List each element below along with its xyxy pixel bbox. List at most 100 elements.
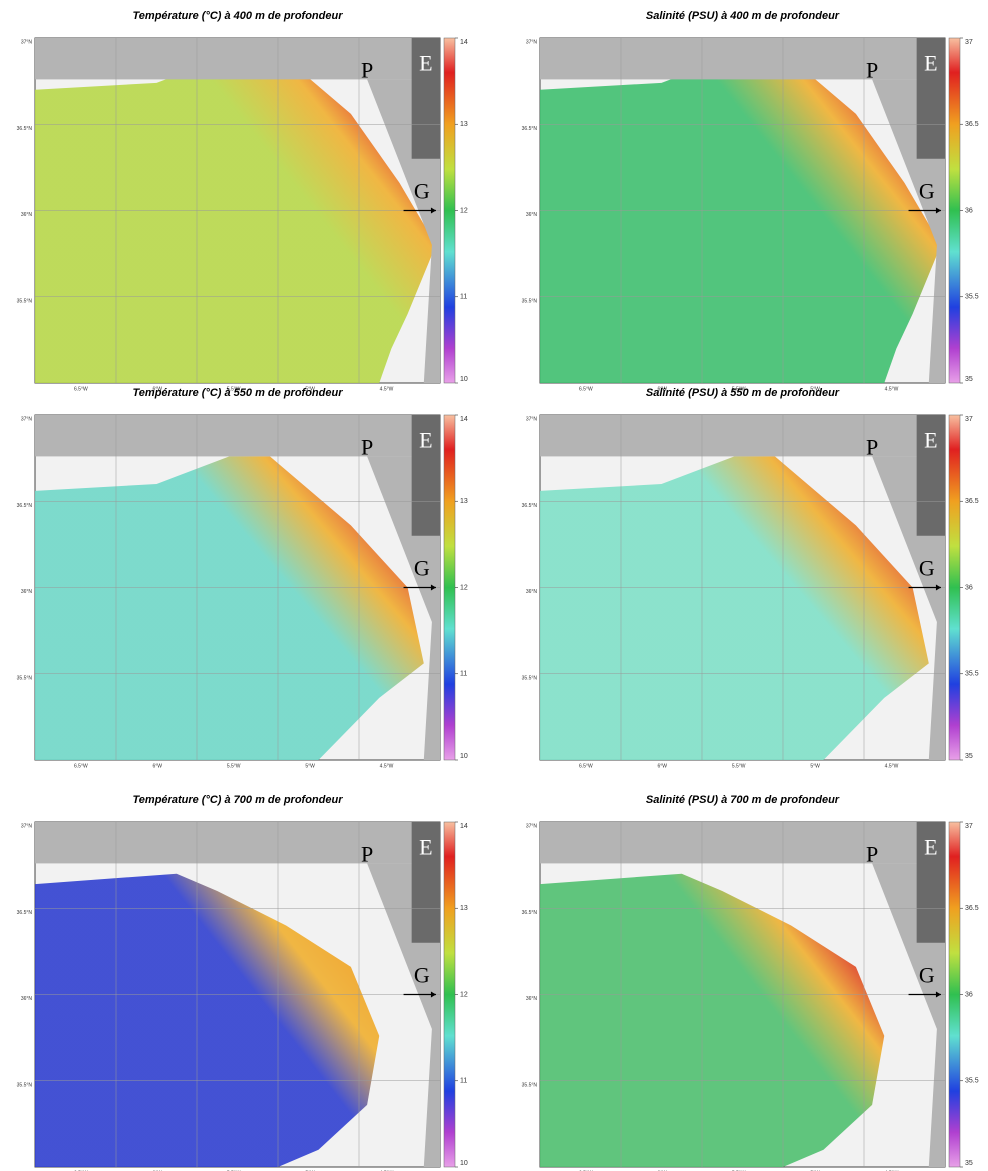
y-tick-label: 36.5°N — [17, 503, 33, 509]
colorbar-tick-label: 35 — [965, 376, 973, 383]
y-tick-label: 35.5°N — [17, 675, 33, 681]
land-north — [35, 415, 440, 456]
colorbar-tick-label: 13 — [460, 498, 468, 505]
colorbar-tick-label: 14 — [460, 416, 468, 423]
y-tick-label: 36°N — [21, 212, 33, 218]
y-tick-label: 36°N — [21, 996, 33, 1002]
colorbar-tick-label: 14 — [460, 823, 468, 830]
y-tick-label: 37°N — [21, 40, 33, 46]
label-p: P — [361, 58, 373, 83]
panel-title: Température (°C) à 700 m de profondeur — [133, 794, 344, 806]
x-tick-label: 4.5°W — [380, 386, 394, 392]
field — [35, 38, 440, 383]
x-tick-label: 6.5°W — [579, 386, 593, 392]
colorbar-tick-label: 10 — [460, 753, 468, 760]
x-tick-label: 5°W — [305, 763, 315, 769]
figure: Température (°C) à 400 m de profondeur P E… — [0, 0, 988, 1171]
colorbar-tick-label: 36 — [965, 584, 973, 591]
y-tick-label: 37°N — [21, 824, 33, 830]
panel-title: Température (°C) à 550 m de profondeur — [133, 387, 344, 399]
colorbar — [444, 38, 455, 383]
colorbar — [949, 38, 960, 383]
map-panel: Température (°C) à 400 m de profondeur P E… — [17, 10, 468, 392]
y-tick-label: 36°N — [21, 589, 33, 595]
label-e: E — [924, 428, 937, 453]
land-north — [540, 38, 945, 79]
x-tick-label: 6.5°W — [74, 386, 88, 392]
colorbar-tick-label: 10 — [460, 376, 468, 383]
x-tick-label: 4.5°W — [885, 763, 899, 769]
colorbar-tick-label: 13 — [460, 121, 468, 128]
land-north — [540, 415, 945, 456]
x-tick-label: 6°W — [153, 763, 163, 769]
label-p: P — [866, 58, 878, 83]
y-tick-label: 35.5°N — [522, 1082, 538, 1088]
label-e: E — [419, 51, 432, 76]
colorbar-tick-label: 14 — [460, 39, 468, 46]
label-g: G — [919, 555, 935, 580]
label-p: P — [361, 842, 373, 867]
panel-title: Température (°C) à 400 m de profondeur — [133, 10, 344, 22]
y-tick-label: 36°N — [526, 589, 538, 595]
label-g: G — [414, 962, 430, 987]
x-tick-label: 5°W — [810, 763, 820, 769]
land-north — [35, 38, 440, 79]
label-p: P — [361, 435, 373, 460]
colorbar-tick-label: 35.5 — [965, 294, 979, 301]
y-tick-label: 36°N — [526, 996, 538, 1002]
label-g: G — [919, 962, 935, 987]
map-panel: Salinité (PSU) à 550 m de profondeur P E G 3… — [522, 387, 979, 769]
panel-title: Salinité (PSU) à 550 m de profondeur — [646, 387, 840, 399]
map-panel: Salinité (PSU) à 400 m de profondeur P E G 3… — [522, 10, 979, 392]
y-tick-label: 37°N — [526, 417, 538, 423]
colorbar-tick-label: 35.5 — [965, 671, 979, 678]
x-tick-label: 5.5°W — [732, 763, 746, 769]
land-north — [35, 822, 440, 863]
colorbar-tick-label: 11 — [460, 671, 467, 678]
label-p: P — [866, 842, 878, 867]
colorbar — [949, 822, 960, 1167]
map-panel: Salinité (PSU) à 700 m de profondeurPEG3… — [522, 794, 979, 1171]
label-g: G — [414, 178, 430, 203]
colorbar-tick-label: 37 — [965, 416, 973, 423]
colorbar — [444, 415, 455, 760]
colorbar-tick-label: 37 — [965, 823, 973, 830]
colorbar-tick-label: 11 — [460, 1078, 467, 1085]
x-tick-label: 6.5°W — [74, 763, 88, 769]
y-tick-label: 36.5°N — [17, 910, 33, 916]
colorbar-tick-label: 12 — [460, 584, 468, 591]
label-e: E — [924, 51, 937, 76]
colorbar-tick-label: 13 — [460, 905, 468, 912]
colorbar-tick-label: 36 — [965, 991, 973, 998]
y-tick-label: 36°N — [526, 212, 538, 218]
colorbar-tick-label: 35 — [965, 753, 973, 760]
x-tick-label: 4.5°W — [380, 763, 394, 769]
y-tick-label: 35.5°N — [17, 298, 33, 304]
colorbar-tick-label: 36 — [965, 207, 973, 214]
colorbar-tick-label: 35 — [965, 1160, 973, 1167]
y-tick-label: 37°N — [526, 40, 538, 46]
label-p: P — [866, 435, 878, 460]
label-g: G — [919, 178, 935, 203]
colorbar-tick-label: 10 — [460, 1160, 468, 1167]
label-g: G — [414, 555, 430, 580]
y-tick-label: 36.5°N — [522, 910, 538, 916]
y-tick-label: 35.5°N — [17, 1082, 33, 1088]
colorbar-tick-label: 11 — [460, 294, 467, 301]
colorbar-tick-label: 36.5 — [965, 905, 979, 912]
land-north — [540, 822, 945, 863]
panel-title: Salinité (PSU) à 400 m de profondeur — [646, 10, 840, 22]
y-tick-label: 35.5°N — [522, 675, 538, 681]
x-tick-label: 6°W — [658, 763, 668, 769]
y-tick-label: 36.5°N — [17, 126, 33, 132]
colorbar-tick-label: 37 — [965, 39, 973, 46]
colorbar — [444, 822, 455, 1167]
colorbar-tick-label: 35.5 — [965, 1078, 979, 1085]
colorbar — [949, 415, 960, 760]
x-tick-label: 6.5°W — [579, 763, 593, 769]
field — [540, 38, 945, 383]
y-tick-label: 36.5°N — [522, 503, 538, 509]
label-e: E — [419, 835, 432, 860]
y-tick-label: 35.5°N — [522, 298, 538, 304]
colorbar-tick-label: 36.5 — [965, 498, 979, 505]
